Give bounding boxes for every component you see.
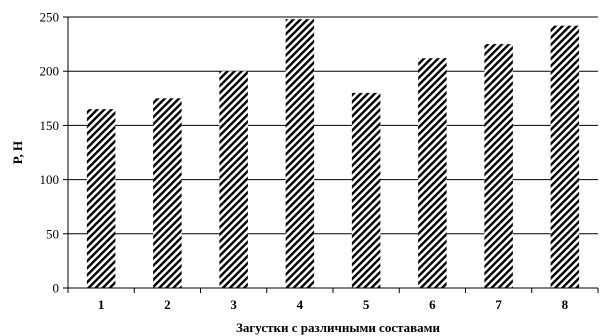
x-tick-label: 1 (98, 297, 105, 312)
x-tick-label: 6 (429, 297, 436, 312)
y-tick-labels: 0 50 100 150 200 250 (40, 10, 60, 296)
gridlines (63, 16, 598, 289)
x-tick-label: 8 (562, 297, 569, 312)
y-tick-label: 50 (46, 226, 59, 241)
x-tick-labels: 1 2 3 4 5 6 7 8 (98, 297, 569, 312)
x-tick-label: 7 (495, 297, 502, 312)
bar-1 (86, 109, 116, 288)
x-tick-label: 3 (230, 297, 237, 312)
x-tick-label: 2 (164, 297, 171, 312)
x-tick-label: 5 (363, 297, 370, 312)
bar-8 (550, 25, 580, 289)
bar-7 (484, 44, 513, 288)
bar-5 (351, 92, 381, 288)
x-tick-label: 4 (297, 297, 304, 312)
bar-2 (153, 98, 182, 288)
y-tick-label: 150 (40, 118, 60, 133)
bar-4 (285, 19, 315, 288)
y-tick-label: 200 (40, 64, 60, 79)
y-tick-label: 100 (40, 172, 60, 187)
bar-6 (418, 58, 447, 288)
bars (86, 19, 580, 289)
y-axis-title: P, Н (10, 141, 25, 164)
y-tick-label: 0 (53, 281, 60, 296)
x-axis-title: Загустки с различными составами (236, 320, 441, 335)
bar-3 (219, 71, 248, 288)
axes (67, 17, 599, 293)
y-tick-label: 250 (40, 10, 60, 25)
